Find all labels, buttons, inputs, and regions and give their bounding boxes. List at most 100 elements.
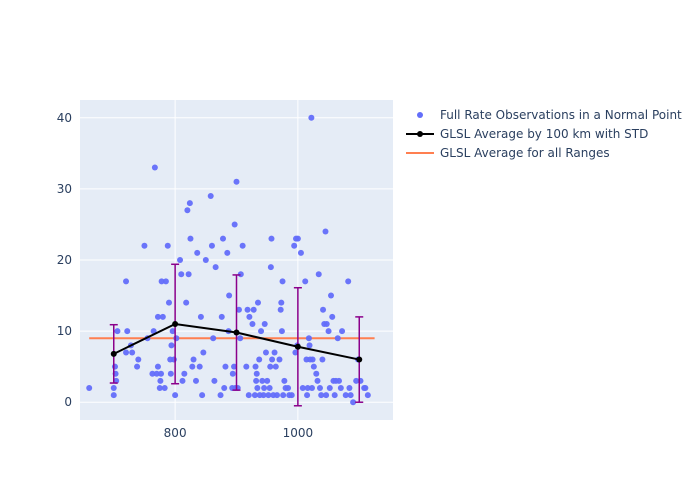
scatter-point [110, 392, 117, 399]
scatter-point [310, 363, 317, 370]
scatter-point [326, 385, 333, 391]
scatter-point [278, 299, 285, 306]
scatter-point [165, 299, 172, 306]
scatter-point [281, 377, 288, 384]
scatter-point [364, 392, 371, 399]
scatter-point [184, 207, 191, 214]
scatter-point [285, 385, 292, 391]
scatter-point [219, 235, 226, 242]
scatter-point [194, 249, 201, 256]
scatter-point [322, 228, 329, 235]
scatter-point [299, 385, 306, 391]
scatter-point [350, 399, 357, 406]
scatter-point [183, 299, 190, 306]
scatter-point [177, 257, 184, 263]
scatter-point [158, 370, 165, 377]
scatter-point [196, 363, 203, 370]
scatter-point [279, 278, 286, 285]
scatter-point [318, 392, 325, 399]
scatter-point [342, 392, 349, 399]
scatter-point [235, 306, 242, 313]
scatter-point [185, 271, 192, 278]
scatter-point [304, 392, 311, 399]
scatter-point [306, 342, 313, 349]
legend-item-overall[interactable]: GLSL Average for all Ranges [406, 146, 610, 160]
scatter-point [313, 370, 320, 377]
scatter-point [309, 356, 316, 363]
scatter-point [222, 363, 229, 370]
scatter-point [288, 392, 295, 399]
scatter-point [197, 313, 204, 320]
average-point [356, 356, 363, 363]
scatter-point [302, 278, 309, 285]
scatter-point [231, 221, 238, 228]
average-point [233, 329, 240, 336]
y-tick-label: 30 [57, 182, 72, 196]
scatter-point [304, 385, 311, 391]
scatter-point [262, 349, 269, 356]
scatter-point [173, 335, 180, 342]
scatter-point [314, 377, 321, 384]
scatter-point [246, 313, 253, 320]
scatter-point [266, 385, 273, 391]
scatter-point [224, 249, 231, 256]
scatter-point [157, 377, 164, 384]
scatter-point [320, 306, 327, 313]
scatter-point [315, 271, 322, 278]
scatter-point [294, 235, 301, 242]
scatter-point [346, 385, 353, 391]
legend-overall-label: GLSL Average for all Ranges [440, 146, 610, 160]
y-tick-label: 20 [57, 253, 72, 267]
scatter-point [243, 363, 250, 370]
scatter-point [280, 392, 287, 399]
scatter-point [260, 392, 267, 399]
scatter-point [168, 342, 175, 349]
scatter-point [217, 392, 224, 399]
scatter-point [258, 328, 265, 335]
scatter-point [253, 377, 260, 384]
scatter-point [218, 313, 225, 320]
scatter-point [172, 392, 179, 399]
scatter-point [200, 349, 207, 356]
scatter-point [237, 335, 244, 342]
legend[interactable]: Full Rate Observations in a Normal Point… [406, 108, 682, 160]
legend-average-line-label: GLSL Average by 100 km with STD [440, 127, 648, 141]
legend-item-scatter[interactable]: Full Rate Observations in a Normal Point [417, 108, 682, 122]
scatter-point [308, 385, 315, 391]
scatter-point [292, 349, 299, 356]
scatter-point [353, 377, 360, 384]
scatter-point [211, 377, 218, 384]
scatter-point [334, 335, 341, 342]
scatter-point [261, 321, 268, 327]
scatter-point [134, 363, 141, 370]
legend-item-average-line[interactable]: GLSL Average by 100 km with STD [406, 127, 648, 141]
scatter-point [111, 363, 118, 370]
scatter-point [339, 328, 346, 335]
scatter-point [169, 328, 176, 335]
scatter-point [269, 356, 276, 363]
scatter-point [158, 278, 165, 285]
x-tick-label: 800 [164, 426, 187, 440]
scatter-point [265, 392, 272, 399]
y-tick-label: 0 [64, 395, 72, 409]
scatter-point [305, 335, 312, 342]
scatter-point [316, 385, 323, 391]
scatter-point [261, 385, 268, 391]
scatter-point [189, 363, 196, 370]
scatter-point [325, 328, 332, 335]
scatter-point [212, 264, 219, 271]
scatter-point [264, 377, 271, 384]
x-tick-label: 1000 [283, 426, 314, 440]
scatter-point [254, 385, 261, 391]
scatter-point [154, 313, 161, 320]
scatter-point [170, 356, 177, 363]
scatter-point [129, 349, 136, 356]
scatter-point [149, 370, 156, 377]
scatter-point [337, 385, 344, 391]
scatter-point [357, 377, 364, 384]
scatter-point [187, 235, 194, 242]
scatter-point [239, 242, 246, 249]
scatter-point [167, 370, 174, 377]
scatter-point [291, 242, 298, 249]
